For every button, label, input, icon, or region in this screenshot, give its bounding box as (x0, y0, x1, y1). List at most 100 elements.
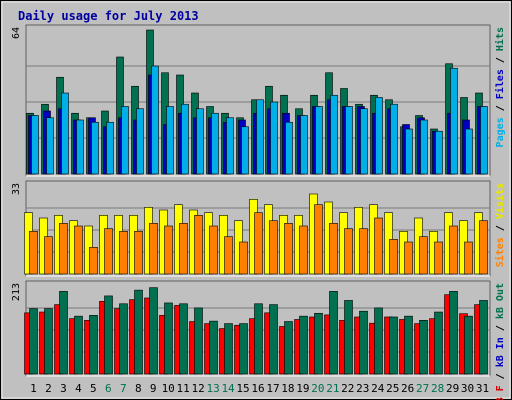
x-tick-label-day-9: 9 (150, 382, 157, 395)
bar-sites-day-18 (284, 223, 293, 275)
bar-pages-day-5 (91, 121, 99, 175)
x-tick-label-day-31: 31 (476, 382, 489, 395)
x-tick-label-day-3: 3 (60, 382, 67, 395)
panel-kb-legend: kB F / kB In / kB Out (495, 283, 506, 400)
bar-pages-day-29 (450, 67, 458, 175)
bar-kb-out-day-26 (404, 315, 413, 375)
x-tick-label-day-27: 27 (416, 382, 429, 395)
x-tick-label-day-23: 23 (356, 382, 369, 395)
panel-hits-legend-part: Hits (494, 27, 506, 51)
panel-visits-bars (24, 193, 488, 275)
panel-visits-legend-part: Sites (494, 237, 506, 267)
bar-sites-day-16 (254, 212, 263, 275)
panel-kb-max-label: 213 (11, 283, 22, 301)
bar-kb-out-day-24 (374, 307, 383, 375)
bar-pages-day-20 (315, 106, 323, 175)
bar-pages-day-6 (106, 121, 114, 175)
bar-kb-out-day-12 (194, 307, 203, 375)
bar-pages-day-15 (241, 126, 249, 175)
x-tick-label-day-29: 29 (446, 382, 459, 395)
bar-kb-out-day-22 (344, 300, 353, 375)
bar-kb-out-day-15 (239, 323, 248, 375)
bar-sites-day-22 (344, 228, 353, 275)
bar-kb-out-day-4 (74, 315, 83, 375)
bar-sites-day-23 (359, 228, 368, 275)
bar-sites-day-24 (374, 217, 383, 275)
bar-pages-day-30 (465, 128, 473, 175)
panel-visits-legend: Sites / Visits (494, 183, 506, 267)
bar-kb-out-day-5 (89, 315, 98, 375)
bar-pages-day-26 (405, 128, 413, 175)
x-tick-label-day-20: 20 (311, 382, 324, 395)
bar-kb-out-day-6 (104, 295, 113, 375)
x-tick-label-day-8: 8 (135, 382, 142, 395)
panel-hits-max-label: 64 (11, 27, 22, 39)
bar-kb-out-day-8 (134, 289, 143, 375)
bar-kb-out-day-11 (179, 303, 188, 375)
bar-sites-day-1 (29, 231, 38, 275)
bar-pages-day-21 (330, 94, 338, 175)
x-tick-label-day-13: 13 (206, 382, 219, 395)
x-tick-label-day-12: 12 (192, 382, 205, 395)
x-tick-label-day-26: 26 (401, 382, 414, 395)
bar-sites-day-25 (389, 239, 398, 275)
bar-sites-day-21 (329, 223, 338, 275)
bar-kb-out-day-3 (59, 291, 68, 375)
bar-kb-out-day-27 (419, 319, 428, 375)
panel-visits: 33 Sites / Visits (11, 180, 506, 277)
bar-pages-day-23 (360, 108, 368, 175)
bar-sites-day-15 (239, 241, 248, 275)
bar-sites-day-19 (299, 225, 308, 275)
bar-pages-day-4 (76, 119, 84, 175)
x-tick-label-day-21: 21 (326, 382, 339, 395)
panel-kb-legend-part: kB Out (495, 283, 506, 319)
bar-sites-day-10 (164, 225, 173, 275)
bar-sites-day-31 (479, 220, 488, 275)
bar-kb-out-day-2 (44, 308, 53, 375)
bar-pages-day-9 (151, 65, 159, 175)
bar-pages-day-12 (196, 108, 204, 175)
bar-pages-day-16 (256, 99, 264, 175)
bar-kb-out-day-19 (299, 315, 308, 375)
bar-sites-day-28 (434, 241, 443, 275)
bar-sites-day-14 (224, 236, 233, 275)
panel-hits-bars (26, 29, 488, 175)
bar-kb-out-day-18 (284, 321, 293, 375)
panel-visits-max-label: 33 (11, 183, 22, 195)
x-tick-label-day-6: 6 (105, 382, 112, 395)
bar-sites-day-12 (194, 215, 203, 275)
bar-pages-day-25 (390, 103, 398, 175)
panel-kb-bars (24, 287, 488, 375)
x-tick-label-day-18: 18 (281, 382, 294, 395)
bar-kb-out-day-17 (269, 304, 278, 375)
bar-pages-day-11 (181, 103, 189, 175)
panel-visits-legend-part: / (495, 219, 506, 237)
x-tick-label-day-15: 15 (236, 382, 249, 395)
x-tick-label-day-14: 14 (221, 382, 235, 395)
bar-kb-out-day-30 (464, 315, 473, 375)
x-tick-label-day-30: 30 (461, 382, 474, 395)
bar-kb-out-day-14 (224, 323, 233, 375)
x-tick-label-day-19: 19 (296, 382, 309, 395)
x-tick-label-day-5: 5 (90, 382, 97, 395)
x-tick-label-day-17: 17 (266, 382, 279, 395)
bar-kb-out-day-25 (389, 316, 398, 375)
chart-title: Daily usage for July 2013 (18, 9, 199, 23)
bar-pages-day-31 (480, 106, 488, 175)
panel-hits-legend-part: Pages (495, 117, 506, 147)
bar-pages-day-10 (166, 106, 174, 175)
panel-visits-legend-part: Visits (494, 183, 506, 219)
bar-pages-day-1 (31, 115, 39, 175)
x-tick-label-day-10: 10 (162, 382, 175, 395)
bar-kb-out-day-28 (434, 311, 443, 375)
bar-kb-out-day-7 (119, 303, 128, 375)
x-tick-label-day-7: 7 (120, 382, 127, 395)
x-tick-label-day-25: 25 (386, 382, 399, 395)
panel-kb-legend-part: kB In (495, 337, 506, 367)
bar-sites-day-4 (74, 225, 83, 275)
x-tick-label-day-28: 28 (431, 382, 444, 395)
bar-pages-day-13 (211, 112, 219, 175)
